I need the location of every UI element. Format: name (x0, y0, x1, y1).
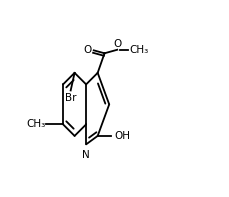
Text: CH₃: CH₃ (129, 45, 148, 55)
Text: O: O (83, 45, 91, 55)
Text: CH₃: CH₃ (26, 119, 45, 129)
Text: OH: OH (114, 131, 130, 141)
Text: N: N (82, 150, 90, 160)
Text: O: O (113, 39, 121, 49)
Text: Br: Br (65, 93, 76, 103)
